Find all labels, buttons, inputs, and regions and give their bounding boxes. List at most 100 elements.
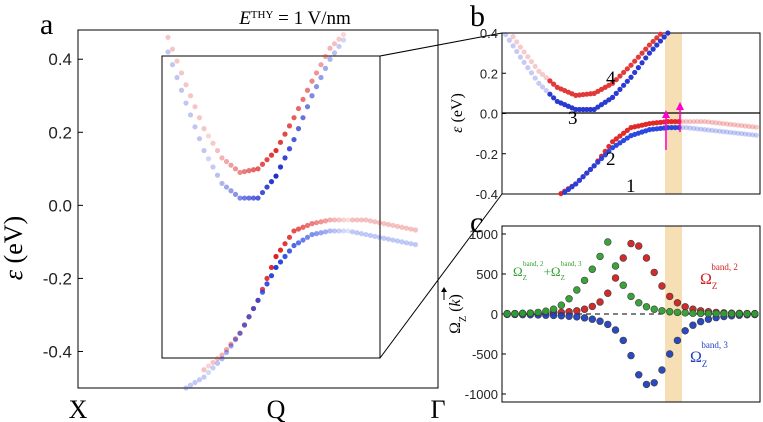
band-point (201, 126, 207, 132)
band-point (613, 77, 619, 83)
band-point (268, 179, 275, 185)
band-point (399, 224, 405, 230)
curvature-point (511, 309, 519, 318)
panel-a-ytick-label: 0.4 (48, 50, 72, 69)
band-point (205, 369, 212, 376)
band-point (322, 53, 329, 60)
band-point (174, 58, 180, 64)
band-point (698, 126, 704, 132)
band-point (336, 228, 342, 234)
panel-a-xcategory-label: Γ (430, 395, 445, 422)
band-point (277, 247, 284, 253)
band-point (643, 55, 649, 61)
band-point (750, 132, 756, 138)
band-point (598, 102, 605, 108)
panel-c: c ΩZ (k) 1000 500 0 -500 -1000 ΩZband, 2 ΩZb… (441, 206, 761, 403)
label-omega-band2: ΩZband, 2 (700, 262, 738, 291)
band-point (264, 275, 270, 282)
band-point (639, 60, 645, 66)
band-point (713, 128, 719, 134)
band-point (720, 129, 726, 135)
band-point (399, 239, 405, 245)
band-point (683, 118, 689, 125)
band-point (698, 118, 704, 125)
panel-b-yticks: 0.4 0.2 0.0 -0.2 -0.4 (476, 26, 506, 202)
curvature-point (596, 252, 604, 261)
band-point (169, 62, 176, 68)
band-point (646, 50, 653, 56)
panel-b: b ε (eV) 0.4 0.2 0.0 -0.2 -0.4 4 3 2 1 (449, 0, 761, 202)
band-point (264, 184, 270, 190)
band-point (735, 130, 741, 136)
band-point (318, 62, 324, 68)
curvature-point (503, 310, 511, 318)
band-point (246, 168, 252, 174)
curvature-point (542, 307, 550, 315)
band-point (551, 81, 557, 87)
band-point (178, 87, 185, 93)
curvature-point (735, 310, 744, 318)
band-point (753, 124, 759, 130)
band-point (609, 145, 616, 151)
band-point (309, 93, 315, 99)
band-point (738, 122, 745, 129)
band-point (746, 131, 752, 138)
band-point (573, 181, 579, 187)
band-point (246, 314, 252, 320)
band-point (650, 38, 656, 45)
band-point (345, 228, 351, 234)
band-point (613, 136, 619, 142)
band-point (223, 184, 230, 190)
curvature-point (642, 380, 651, 389)
band-point (363, 231, 369, 238)
band-point (709, 119, 715, 125)
panel-c-curvature (503, 238, 759, 389)
curvature-point (681, 303, 689, 311)
curvature-point (635, 299, 643, 307)
band-point (273, 173, 279, 179)
panel-a-frame (77, 29, 439, 389)
band-point (635, 54, 641, 60)
band-point (536, 68, 542, 74)
band-point (196, 115, 203, 121)
zoom-connector-bottom (379, 193, 503, 359)
band-point (587, 106, 594, 113)
band-point (192, 124, 198, 130)
panel-a-bands (165, 31, 419, 391)
band-point (672, 124, 678, 131)
band-point (517, 54, 524, 60)
band-point (286, 248, 293, 254)
band-point (165, 49, 171, 55)
band-point (219, 352, 225, 358)
band-point (255, 166, 261, 172)
band-point (525, 65, 531, 71)
band-point (300, 96, 306, 103)
band-point (340, 217, 347, 223)
panel-b-ylabel: ε (eV) (449, 93, 466, 133)
band-point (580, 174, 586, 180)
panel-a-ytick-label: -0.4 (43, 342, 72, 361)
label-omega-sum: ΩZband, 2+ΩZband, 3 (513, 260, 582, 282)
band-point (232, 166, 239, 172)
band-point (731, 122, 737, 128)
panel-a-zoom-box (161, 55, 381, 359)
band-point (539, 71, 546, 78)
curvature-point (604, 238, 612, 246)
band-point (183, 385, 189, 391)
band-point (724, 121, 730, 127)
band-point (598, 155, 605, 162)
band-point (336, 36, 342, 42)
band-point (624, 66, 630, 72)
band-point (228, 341, 234, 347)
panel-a-ytick-label: 0.0 (48, 196, 72, 215)
band-point (635, 65, 641, 71)
curvature-point (619, 254, 627, 262)
band-label-4: 4 (606, 68, 616, 89)
band-point (237, 195, 243, 201)
band-point (694, 118, 700, 125)
band-point (510, 43, 516, 49)
panel-c-ytick-label: 0 (491, 307, 498, 322)
band-point (291, 115, 297, 121)
band-point (727, 129, 734, 136)
band-point (273, 264, 279, 271)
